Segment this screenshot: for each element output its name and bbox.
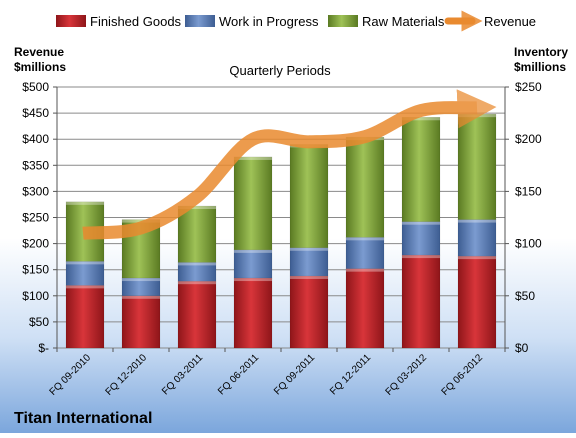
- bar-work-in-progress: [402, 222, 440, 255]
- bar-cap-finished-goods: [234, 278, 272, 281]
- left-tick-label: $450: [22, 106, 49, 120]
- legend-label-work-in-progress: Work in Progress: [219, 14, 319, 29]
- bar-finished-goods: [122, 296, 160, 348]
- bar-finished-goods: [402, 255, 440, 348]
- bar-finished-goods: [458, 256, 496, 348]
- right-axis-title-line2: $millions: [514, 60, 566, 74]
- bar-finished-goods: [234, 278, 272, 348]
- bar-cap-work-in-progress: [178, 262, 216, 265]
- legend-swatch-work-in-progress: [185, 15, 215, 27]
- bar-cap-work-in-progress: [66, 261, 104, 264]
- right-tick-label: $100: [515, 237, 542, 251]
- bar-cap-finished-goods: [66, 285, 104, 288]
- bar-cap-work-in-progress: [234, 250, 272, 253]
- bar-finished-goods: [290, 276, 328, 348]
- bar-finished-goods: [178, 281, 216, 348]
- legend-label-revenue: Revenue: [484, 14, 536, 29]
- bar-raw-materials: [178, 206, 216, 262]
- right-tick-label: $0: [515, 341, 529, 355]
- right-tick-label: $50: [515, 289, 535, 303]
- bar-work-in-progress: [458, 220, 496, 257]
- bar-raw-materials: [290, 144, 328, 247]
- legend-label-finished-goods: Finished Goods: [90, 14, 182, 29]
- bar-finished-goods: [66, 285, 104, 348]
- bar-cap-work-in-progress: [346, 237, 384, 240]
- left-tick-label: $500: [22, 80, 49, 94]
- bar-raw-materials: [402, 117, 440, 221]
- bar-raw-materials: [234, 157, 272, 250]
- left-tick-label: $400: [22, 132, 49, 146]
- bar-cap-finished-goods: [178, 281, 216, 284]
- right-tick-label: $150: [515, 184, 542, 198]
- left-tick-label: $300: [22, 184, 49, 198]
- right-axis-title-line1: Inventory: [514, 45, 568, 59]
- chart-title: Quarterly Periods: [229, 63, 331, 78]
- legend-swatch-finished-goods: [56, 15, 86, 27]
- bar-cap-finished-goods: [122, 296, 160, 299]
- bar-work-in-progress: [234, 250, 272, 278]
- bar-work-in-progress: [66, 261, 104, 285]
- left-tick-label: $-: [38, 341, 49, 355]
- bar-cap-raw-materials: [66, 202, 104, 205]
- right-tick-label: $250: [515, 80, 542, 94]
- bar-finished-goods: [346, 269, 384, 348]
- right-tick-label: $200: [515, 132, 542, 146]
- bar-raw-materials: [346, 137, 384, 237]
- legend-swatch-raw-materials: [328, 15, 358, 27]
- bar-cap-finished-goods: [346, 269, 384, 272]
- bar-cap-work-in-progress: [402, 222, 440, 225]
- left-axis-title-line1: Revenue: [14, 45, 64, 59]
- company-name: Titan International: [14, 410, 152, 427]
- bar-raw-materials: [458, 114, 496, 219]
- bar-cap-work-in-progress: [458, 220, 496, 223]
- left-tick-label: $50: [29, 315, 49, 329]
- bar-cap-work-in-progress: [290, 248, 328, 251]
- bar-cap-work-in-progress: [122, 278, 160, 281]
- bar-cap-raw-materials: [458, 114, 496, 117]
- bar-cap-finished-goods: [290, 276, 328, 279]
- left-tick-label: $200: [22, 237, 49, 251]
- bar-work-in-progress: [290, 248, 328, 276]
- left-tick-label: $100: [22, 289, 49, 303]
- bar-cap-finished-goods: [402, 255, 440, 258]
- legend-label-raw-materials: Raw Materials: [362, 14, 445, 29]
- left-tick-label: $250: [22, 211, 49, 225]
- left-axis-title-line2: $millions: [14, 60, 66, 74]
- left-tick-label: $350: [22, 158, 49, 172]
- bar-work-in-progress: [346, 237, 384, 268]
- bar-cap-finished-goods: [458, 256, 496, 259]
- left-tick-label: $150: [22, 263, 49, 277]
